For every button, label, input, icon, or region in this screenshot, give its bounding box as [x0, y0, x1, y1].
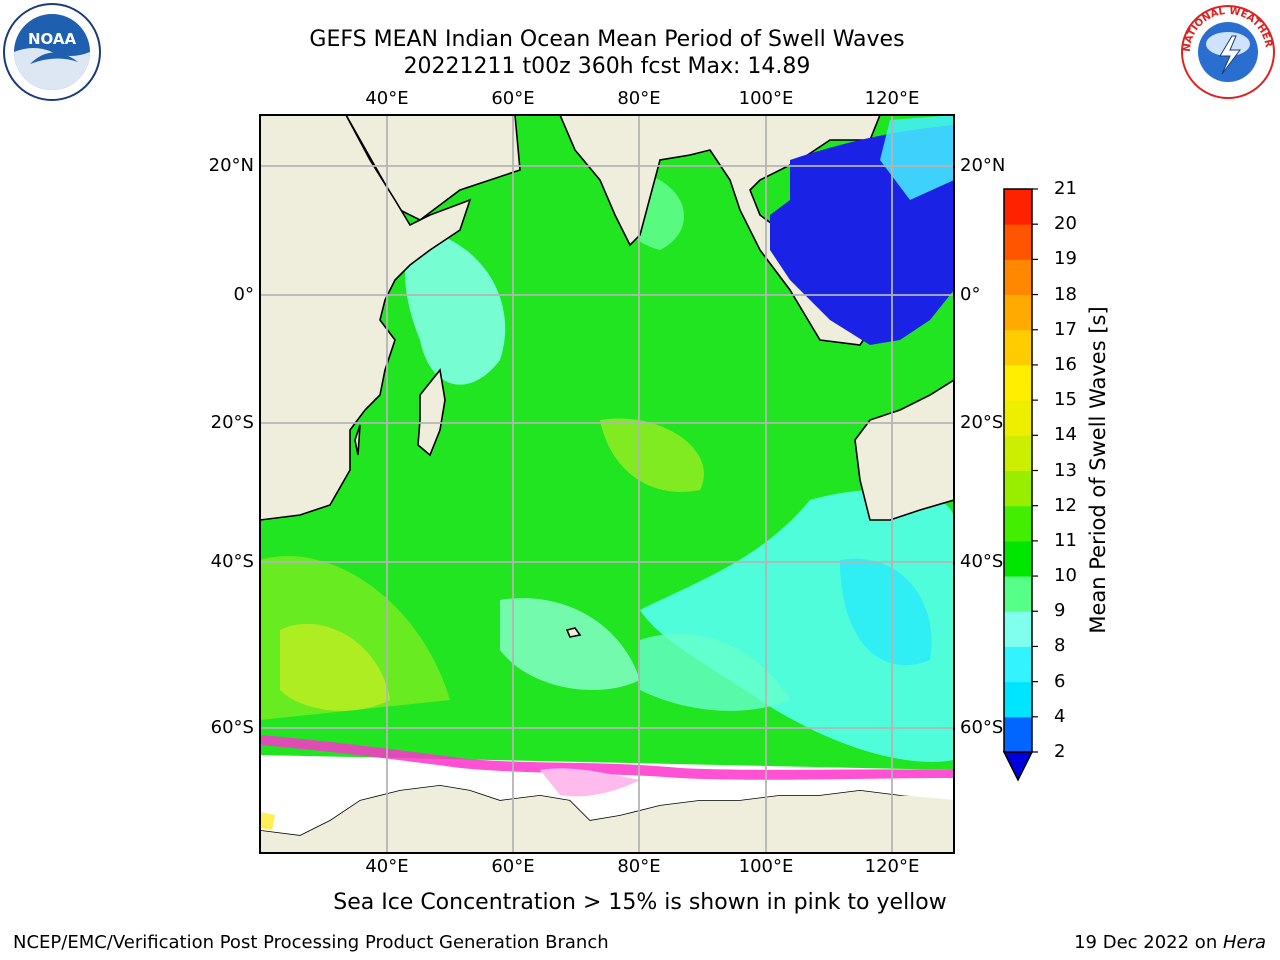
land-masses [260, 115, 954, 853]
lon-label-top: 60°E [491, 88, 535, 109]
lat-label-left: 60°S [210, 717, 254, 738]
lon-label-top: 40°E [365, 88, 409, 109]
colorbar-tick-label: 15 [1054, 389, 1077, 411]
colorbar-tick-label: 16 [1054, 353, 1077, 375]
lon-label-bottom: 40°E [365, 856, 409, 877]
colorbar-bin [1004, 400, 1032, 436]
colorbar-bin [1004, 364, 1032, 401]
colorbar-tick-label: 8 [1054, 635, 1066, 657]
colorbar-tick-label: 17 [1054, 318, 1077, 340]
colorbar-bin [1004, 224, 1032, 260]
colorbar-extend-arrow [1002, 751, 1034, 782]
colorbar-tick-label: 20 [1054, 213, 1077, 235]
colorbar-bin [1004, 435, 1032, 471]
colorbar-bin [1004, 540, 1032, 577]
colorbar-bin [1004, 294, 1032, 331]
colorbar-tick-label: 14 [1054, 424, 1077, 446]
map-frame [259, 114, 955, 854]
lat-label-left: 20°S [210, 412, 254, 433]
map-title: GEFS MEAN Indian Ocean Mean Period of Sw… [309, 27, 905, 52]
noaa-logo: NOAA [3, 3, 101, 101]
colorbar-tick-label: 4 [1054, 705, 1066, 727]
lon-label-bottom: 100°E [738, 856, 794, 877]
colorbar-bin [1004, 259, 1032, 296]
colorbar-bin [1004, 611, 1032, 647]
colorbar-bin [1004, 505, 1032, 542]
colorbar-bin [1004, 716, 1032, 753]
footer-credit: NCEP/EMC/Verification Post Processing Pr… [13, 932, 609, 953]
lat-label-right: 20°S [960, 412, 1004, 433]
colorbar-tick-label: 18 [1054, 283, 1077, 305]
colorbar-tick-label: 11 [1054, 529, 1077, 551]
lon-label-bottom: 60°E [491, 856, 535, 877]
lon-label-top: 100°E [738, 88, 794, 109]
colorbar-bin [1004, 681, 1032, 718]
footer-date: 19 Dec 2022 on Hera [1074, 932, 1266, 953]
colorbar-tick-label: 10 [1054, 565, 1077, 587]
colorbar-bin [1004, 329, 1032, 366]
colorbar-tick-label: 21 [1054, 178, 1077, 199]
colorbar-bin [1004, 470, 1032, 507]
colorbar-tick-label: 19 [1054, 248, 1077, 270]
lat-label-left: 40°S [210, 551, 254, 572]
colorbar-tick-label: 6 [1054, 670, 1066, 692]
footer-machine: Hera [1222, 932, 1266, 953]
lon-label-bottom: 120°E [864, 856, 920, 877]
nws-logo: NATIONAL WEATHER SERVICE [1176, 2, 1275, 99]
colorbar-tick-label: 13 [1054, 459, 1077, 481]
lon-label-bottom: 80°E [617, 856, 661, 877]
colorbar-bin [1004, 576, 1032, 612]
lat-label-left: 0° [233, 284, 254, 305]
lon-label-top: 120°E [864, 88, 920, 109]
colorbar-bin [1004, 646, 1032, 683]
colorbar-tick-label: 2 [1054, 741, 1066, 762]
colorbar-tick-label: 12 [1054, 494, 1077, 516]
footer-date-text: 19 Dec 2022 on [1074, 932, 1223, 953]
colorbar-title: Mean Period of Swell Waves [s] [1086, 306, 1110, 634]
sea-ice-band [260, 735, 954, 835]
lat-lon-grid [260, 115, 954, 853]
colorbar-bin [1004, 189, 1032, 225]
lat-label-right: 60°S [960, 717, 1004, 738]
lat-label-right: 40°S [960, 551, 1004, 572]
forecast-subtitle: 20221211 t00z 360h fcst Max: 14.89 [403, 54, 811, 79]
sea-ice-note: Sea Ice Concentration > 15% is shown in … [333, 890, 947, 915]
colorbar-tick-label: 9 [1054, 600, 1066, 622]
lat-label-right: 0° [960, 284, 981, 305]
lat-label-left: 20°N [208, 155, 254, 176]
lon-label-top: 80°E [617, 88, 661, 109]
svg-text:NOAA: NOAA [28, 30, 77, 48]
colorbar [1002, 188, 1038, 782]
lat-label-right: 20°N [960, 155, 1006, 176]
swell-field-patches [260, 170, 954, 762]
